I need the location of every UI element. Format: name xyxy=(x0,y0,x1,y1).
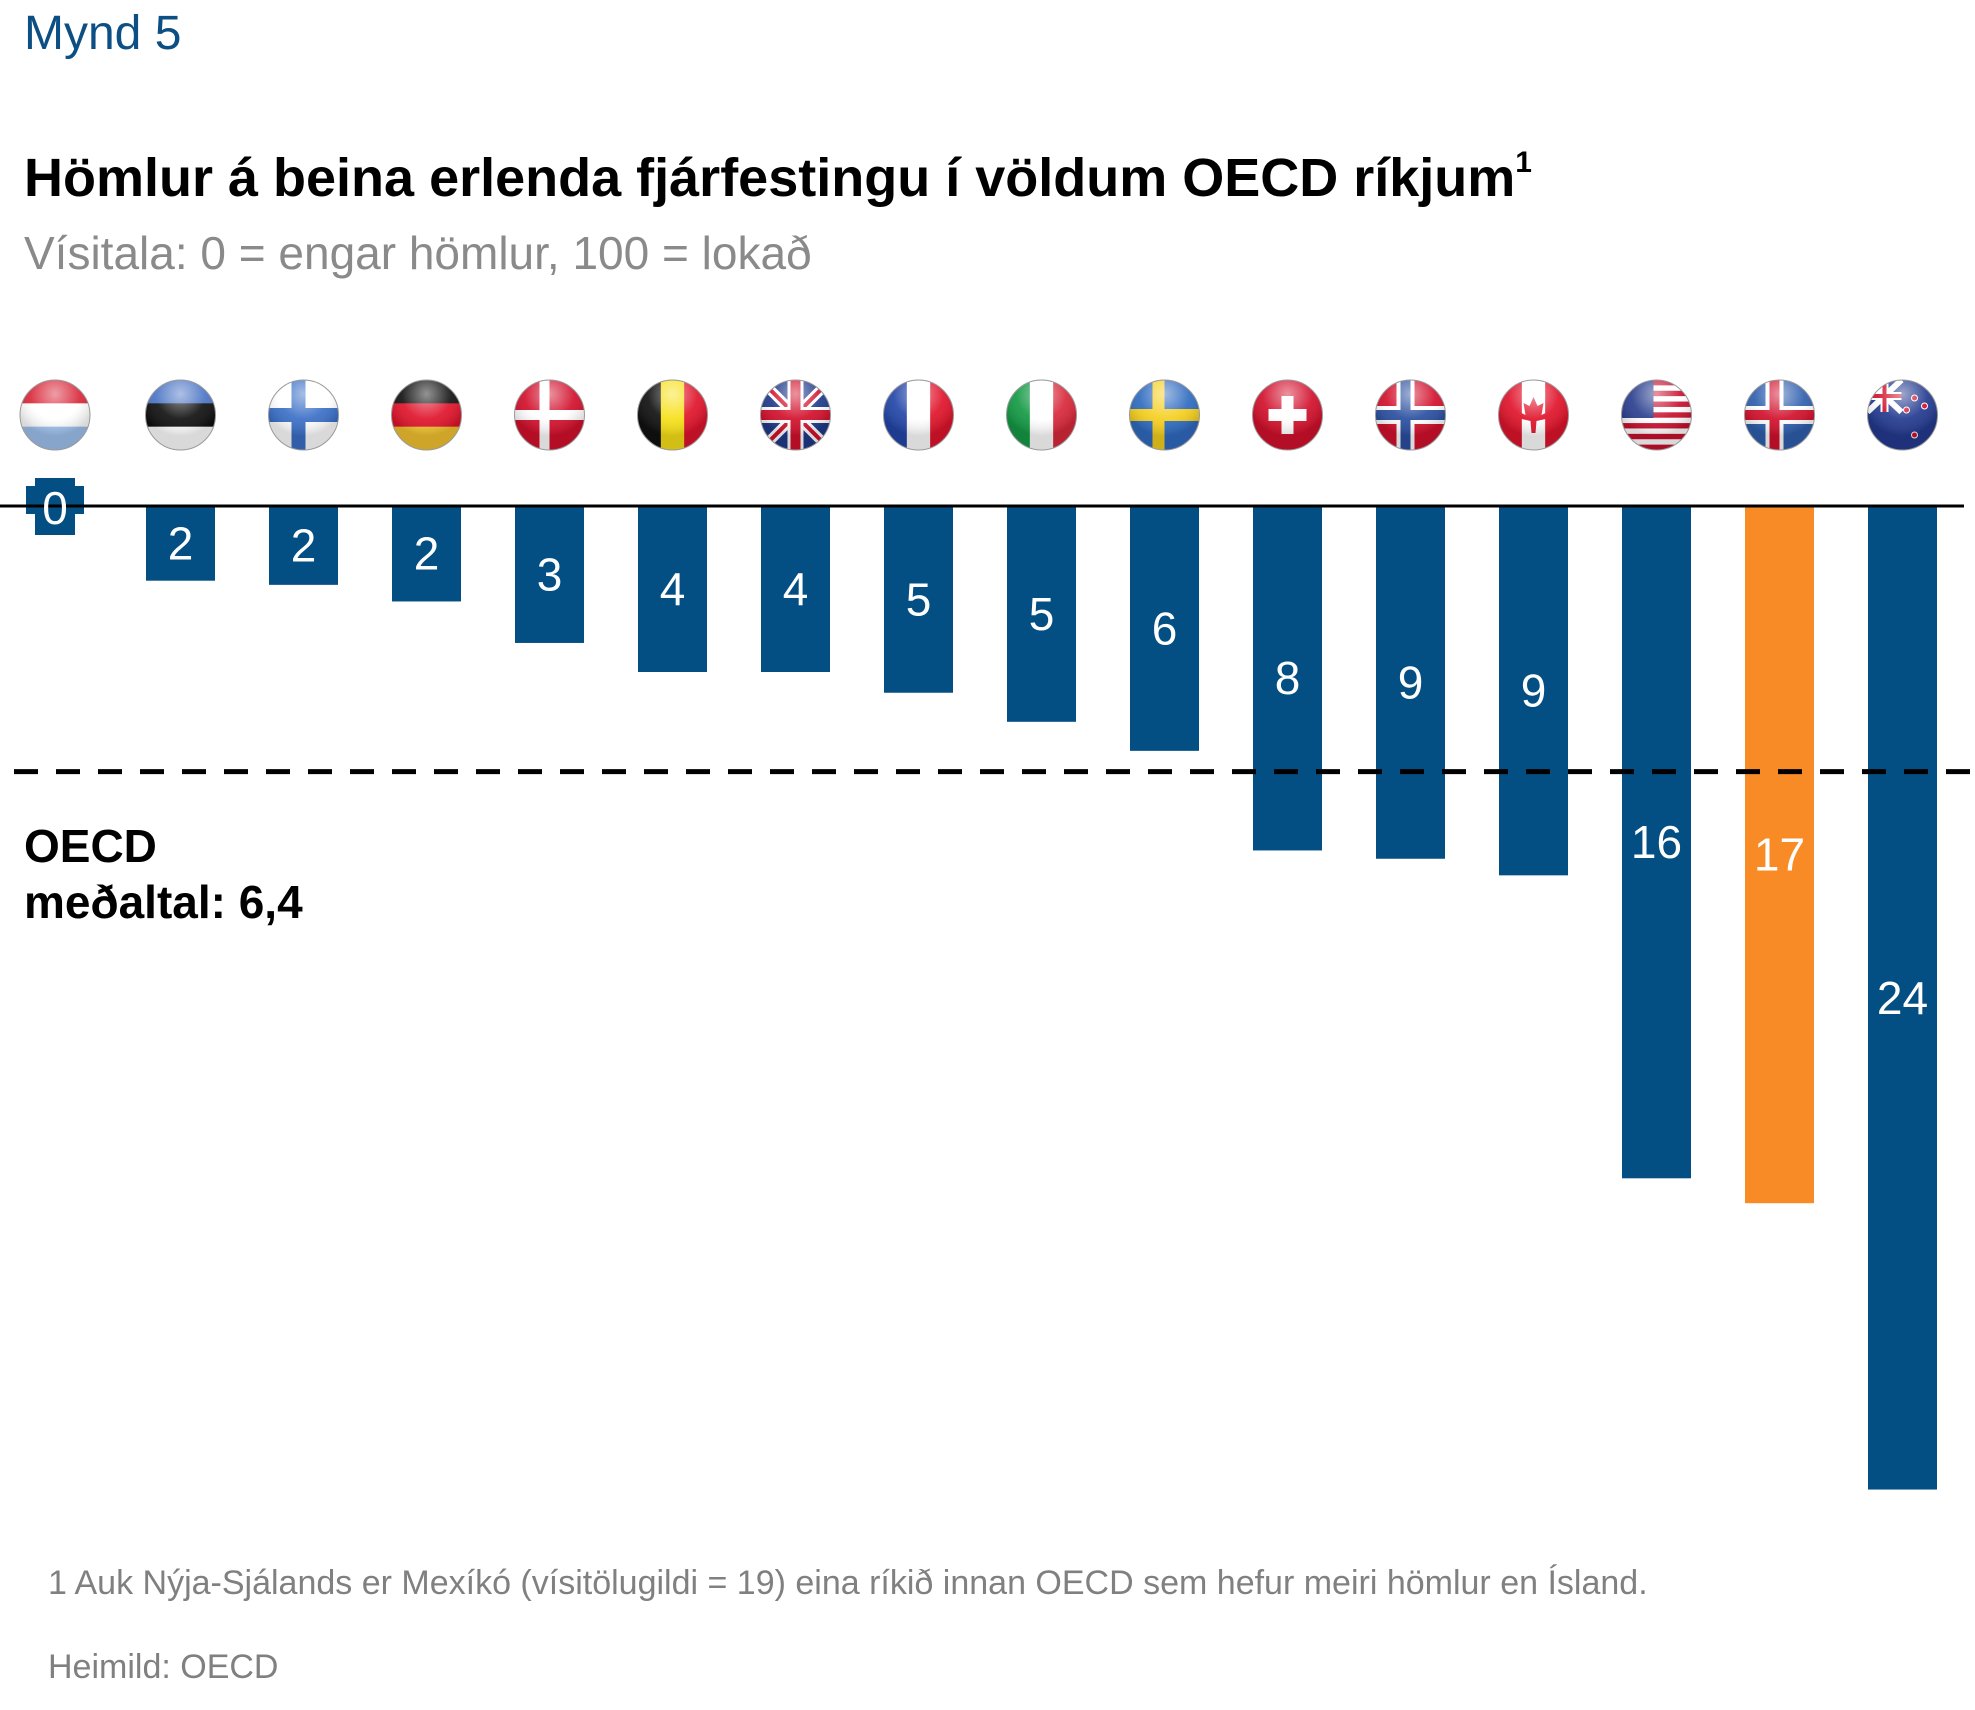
figure-label: Mynd 5 xyxy=(24,7,182,60)
bar-norway xyxy=(1376,506,1445,859)
data-label-new-zealand: 24 xyxy=(1877,972,1928,1024)
footnote: 1 Auk Nýja-Sjálands er Mexíkó (vísitölug… xyxy=(48,1564,1648,1602)
data-label-denmark: 3 xyxy=(537,548,563,600)
flag-switzerland-icon xyxy=(1252,379,1323,451)
flag-iceland-icon xyxy=(1744,379,1815,451)
bar-united-states xyxy=(1622,506,1691,1179)
data-label-germany: 2 xyxy=(414,528,440,580)
flag-italy-icon xyxy=(1006,379,1077,451)
flag-uk-icon xyxy=(760,379,831,451)
flag-france-icon xyxy=(883,379,954,451)
bar-estonia xyxy=(146,506,215,581)
data-label-united-kingdom: 4 xyxy=(783,563,809,615)
data-label-finland: 2 xyxy=(291,519,317,571)
data-label-sweden: 6 xyxy=(1152,602,1178,654)
bar-germany xyxy=(392,506,461,602)
flag-row xyxy=(19,379,1938,451)
flag-new-zealand-icon xyxy=(1867,379,1938,451)
bar-united-kingdom xyxy=(761,506,830,672)
oecd-average-label-line1: OECD xyxy=(24,820,157,872)
data-label-belgium: 4 xyxy=(660,563,686,615)
bar-canada xyxy=(1499,506,1568,876)
oecd-average-label-line2: meðaltal: 6,4 xyxy=(24,876,303,928)
title-footnote-marker: 1 xyxy=(1515,146,1532,179)
oecd-average-label: OECD meðaltal: 6,4 xyxy=(24,818,303,930)
bar-iceland xyxy=(1745,506,1814,1204)
data-label-group: 0 2 2 2 3 4 4 5 5 6 8 9 9 16 17 24 xyxy=(42,482,1928,1024)
bar-switzerland xyxy=(1253,506,1322,851)
source-note: Heimild: OECD xyxy=(48,1648,279,1686)
chart-title-text: Hömlur á beina erlenda fjárfestingu í vö… xyxy=(24,148,1516,208)
flag-usa-icon xyxy=(1621,379,1692,451)
chart-subtitle: Vísitala: 0 = engar hömlur, 100 = lokað xyxy=(24,227,812,279)
bar-sweden xyxy=(1130,506,1199,751)
chart-title: Hömlur á beina erlenda fjárfestingu í vö… xyxy=(24,146,1532,209)
bar-finland xyxy=(269,506,338,585)
flag-canada-icon xyxy=(1498,379,1569,451)
data-label-norway: 9 xyxy=(1398,656,1424,708)
flag-luxembourg-icon xyxy=(19,379,91,451)
data-label-switzerland: 8 xyxy=(1275,652,1301,704)
bar-new-zealand xyxy=(1868,506,1937,1490)
data-label-iceland: 17 xyxy=(1754,829,1805,881)
data-label-canada: 9 xyxy=(1521,665,1547,717)
data-label-italy: 5 xyxy=(1029,588,1055,640)
bar-denmark xyxy=(515,506,584,643)
bar-belgium xyxy=(638,506,707,672)
flag-denmark-icon xyxy=(514,379,585,451)
data-label-united-states: 16 xyxy=(1631,816,1682,868)
flag-norway-icon xyxy=(1375,379,1446,451)
bar-france xyxy=(884,506,953,693)
data-label-luxembourg: 0 xyxy=(42,482,68,534)
flag-finland-icon xyxy=(268,379,339,451)
flag-estonia-icon xyxy=(145,379,216,451)
data-label-estonia: 2 xyxy=(168,517,194,569)
flag-sweden-icon xyxy=(1129,379,1200,451)
data-label-france: 5 xyxy=(906,573,932,625)
bar-italy xyxy=(1007,506,1076,722)
flag-belgium-icon xyxy=(637,379,708,451)
bar-group xyxy=(26,478,1937,1490)
flag-germany-icon xyxy=(391,379,462,451)
